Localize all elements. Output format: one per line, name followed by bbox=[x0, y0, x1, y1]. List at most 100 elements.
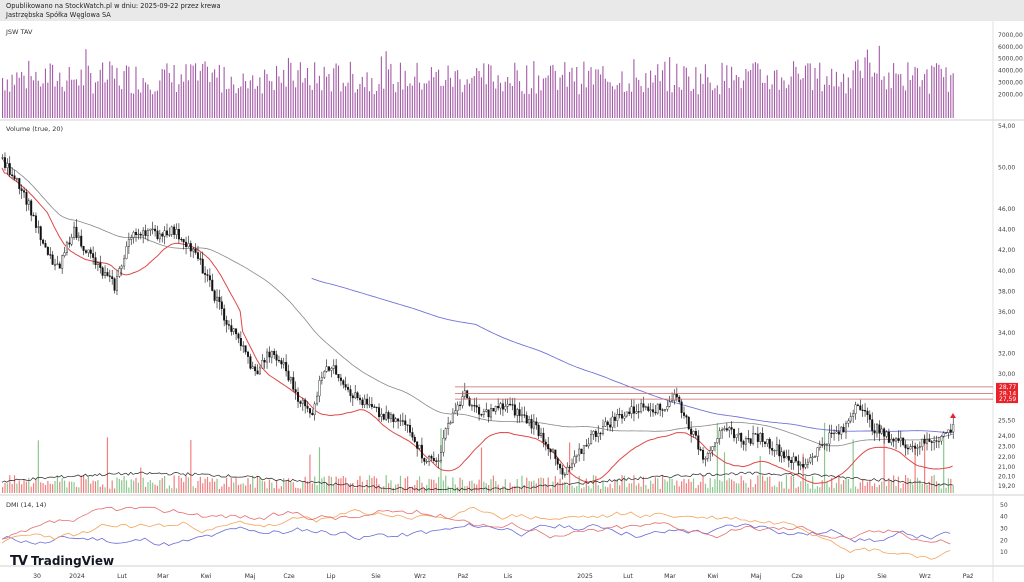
volume-tick-label: 3000,00 bbox=[998, 79, 1023, 86]
volume-bar bbox=[611, 86, 614, 118]
time-tick-label: Mar bbox=[157, 573, 169, 580]
candle-body bbox=[926, 439, 929, 444]
volume-bar bbox=[569, 71, 571, 118]
candle-body bbox=[366, 398, 369, 405]
volume-bar bbox=[423, 488, 425, 493]
volume-bar bbox=[6, 79, 8, 118]
time-tick-label: Cze bbox=[791, 573, 803, 580]
volume-bar bbox=[209, 481, 211, 493]
volume-bar bbox=[497, 75, 499, 118]
time-tick-label: Cze bbox=[283, 573, 295, 580]
volume-bar bbox=[447, 486, 449, 493]
volume-bar bbox=[268, 80, 270, 118]
volume-bar bbox=[214, 481, 216, 493]
volume-bar bbox=[507, 77, 509, 118]
candle-body bbox=[873, 430, 876, 434]
candle-body bbox=[568, 466, 571, 469]
candle-body bbox=[423, 458, 426, 462]
candle-body bbox=[694, 431, 697, 436]
candle-body bbox=[637, 411, 640, 413]
candle-body bbox=[814, 456, 817, 458]
volume-bar bbox=[221, 92, 223, 118]
volume-bar bbox=[752, 63, 754, 118]
volume-bar bbox=[931, 65, 933, 118]
candle-body bbox=[61, 255, 64, 269]
volume-bar bbox=[111, 65, 113, 118]
volume-bar bbox=[762, 475, 764, 493]
volume-bar bbox=[552, 64, 554, 118]
candle-body bbox=[135, 231, 138, 235]
volume-bar bbox=[773, 485, 776, 493]
volume-bar bbox=[823, 84, 826, 118]
volume-bar bbox=[233, 84, 235, 118]
volume-bar bbox=[378, 484, 380, 493]
volume-bar bbox=[704, 64, 706, 118]
dmi-panel-label: DMI (14, 14) bbox=[6, 501, 46, 509]
candle-body bbox=[914, 445, 917, 449]
candle-body bbox=[563, 474, 566, 476]
volume-bar bbox=[504, 81, 506, 118]
chart-area[interactable]: JSW TAV Volume (true, 20) DMI (14, 14) 2… bbox=[0, 21, 1024, 582]
candle-body bbox=[363, 398, 366, 406]
volume-bar bbox=[888, 72, 890, 118]
volume-bar bbox=[185, 64, 187, 118]
volume-bar bbox=[373, 476, 375, 493]
candle-body bbox=[404, 420, 407, 425]
candle-body bbox=[947, 429, 950, 433]
volume-bar bbox=[690, 481, 692, 493]
candle-body bbox=[764, 441, 767, 444]
volume-bar bbox=[833, 86, 835, 118]
candle-body bbox=[945, 432, 948, 434]
volume-bar bbox=[488, 64, 490, 118]
candle-body bbox=[935, 440, 938, 442]
candle-body bbox=[949, 429, 952, 433]
candle-body bbox=[373, 406, 376, 408]
candle-body bbox=[930, 441, 933, 443]
tradingview-logo-icon: TV bbox=[10, 553, 28, 569]
candle-body bbox=[899, 437, 902, 442]
candle-body bbox=[835, 431, 838, 434]
volume-bar bbox=[526, 477, 528, 493]
volume-bar bbox=[283, 69, 285, 118]
candle-body bbox=[683, 412, 686, 416]
volume-bar bbox=[904, 90, 907, 118]
candle-body bbox=[816, 447, 819, 457]
volume-bar bbox=[264, 69, 266, 118]
volume-bar bbox=[859, 70, 861, 118]
candle-body bbox=[156, 230, 159, 239]
volume-bar bbox=[75, 79, 77, 118]
volume-bar bbox=[249, 484, 251, 493]
volume-bar bbox=[859, 482, 861, 493]
volume-bar bbox=[383, 88, 385, 118]
volume-bar bbox=[921, 80, 923, 118]
volume-bar bbox=[690, 91, 692, 118]
candle-body bbox=[411, 432, 414, 438]
volume-bar bbox=[585, 87, 587, 118]
candle-body bbox=[778, 444, 781, 457]
candle-body bbox=[182, 239, 185, 243]
dmi-line bbox=[1, 506, 951, 560]
candle-body bbox=[385, 412, 388, 420]
candle-body bbox=[339, 377, 342, 381]
candle-body bbox=[861, 409, 864, 412]
candle-body bbox=[799, 464, 802, 466]
volume-bar bbox=[75, 486, 78, 493]
volume-bar bbox=[94, 481, 97, 493]
volume-bar bbox=[399, 62, 401, 118]
volume-bar bbox=[235, 93, 237, 118]
tradingview-logo[interactable]: TV TradingView bbox=[10, 553, 114, 569]
volume-bar bbox=[740, 88, 742, 118]
candle-body bbox=[635, 411, 638, 414]
volume-bar bbox=[454, 71, 456, 118]
volume-bar bbox=[328, 475, 330, 493]
candle-body bbox=[437, 460, 440, 462]
volume-bar bbox=[373, 94, 375, 118]
volume-bar bbox=[94, 82, 97, 118]
volume-bar bbox=[752, 487, 754, 493]
price-tick-label: 19,20 bbox=[998, 483, 1015, 490]
volume-bar bbox=[845, 477, 847, 493]
volume-bar bbox=[16, 483, 18, 493]
candle-body bbox=[859, 405, 862, 411]
volume-bar bbox=[664, 61, 666, 118]
candle-body bbox=[244, 345, 247, 353]
